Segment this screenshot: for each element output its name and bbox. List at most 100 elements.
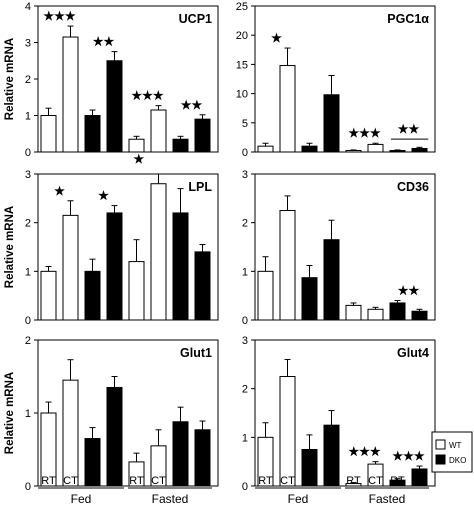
y-tick-label: 0 bbox=[25, 481, 31, 493]
y-tick-label: 25 bbox=[236, 1, 248, 13]
y-tick-label: 2 bbox=[25, 74, 31, 86]
panel-glut4: 0 1 2 3 Glut4 ★★★ ★★★ bbox=[242, 335, 436, 493]
significance-stars: ★★★ bbox=[348, 445, 381, 459]
group-label-fed: Fed bbox=[288, 492, 309, 506]
panel-title: PGC1α bbox=[387, 12, 429, 26]
y-tick-label: 2 bbox=[25, 218, 31, 230]
bar bbox=[128, 138, 145, 153]
bar bbox=[62, 36, 79, 153]
bar bbox=[257, 270, 274, 321]
panel-title: UCP1 bbox=[179, 12, 212, 26]
panel-lpl: 0 1 2 3 Relative mRNA LPL ★ ★ ★ bbox=[4, 152, 219, 327]
xcat-label: CT bbox=[63, 475, 78, 487]
bar bbox=[84, 115, 101, 153]
group-label-fasted: Fasted bbox=[369, 492, 406, 506]
panel-title: CD36 bbox=[397, 180, 429, 194]
y-tick-label: 3 bbox=[242, 169, 248, 181]
bar bbox=[172, 212, 189, 321]
xcat-label: CT bbox=[280, 475, 295, 487]
y-tick-label: 0 bbox=[242, 315, 248, 327]
y-axis-label: Relative mRNA bbox=[4, 206, 16, 288]
panel-glut1: 0 1 2 Relative mRNA Glut1 bbox=[4, 335, 219, 493]
group-label-fed: Fed bbox=[71, 492, 92, 506]
y-tick-label: 1 bbox=[242, 266, 248, 278]
bar bbox=[323, 239, 340, 321]
bar bbox=[106, 386, 123, 487]
y-tick-label: 3 bbox=[242, 335, 248, 347]
significance-stars: ★★★ bbox=[131, 89, 164, 103]
bar bbox=[345, 304, 362, 321]
bar bbox=[150, 183, 167, 321]
bar bbox=[150, 109, 167, 153]
xcat-label: CT bbox=[107, 475, 122, 487]
y-tick-label: 0 bbox=[25, 147, 31, 159]
xcat-label: RT bbox=[41, 475, 56, 487]
bar bbox=[40, 115, 57, 153]
xcat-label: CT bbox=[151, 475, 166, 487]
significance-stars: ★★★ bbox=[348, 126, 381, 140]
y-tick-label: 2 bbox=[25, 335, 31, 347]
xcat-label: RT bbox=[390, 475, 405, 487]
significance-stars: ★★ bbox=[93, 35, 115, 49]
y-axis-label: Relative mRNA bbox=[4, 38, 16, 120]
significance-stars: ★ bbox=[271, 31, 282, 45]
bar bbox=[106, 212, 123, 321]
bar bbox=[367, 308, 384, 321]
y-tick-label: 1 bbox=[25, 408, 31, 420]
bar bbox=[279, 210, 296, 321]
bar bbox=[194, 251, 211, 321]
xcat-label: RT bbox=[302, 475, 317, 487]
bar bbox=[257, 145, 274, 153]
legend-box bbox=[431, 431, 473, 473]
y-tick-label: 3 bbox=[25, 38, 31, 50]
y-tick-label: 3 bbox=[25, 169, 31, 181]
xcat-label: RT bbox=[129, 475, 144, 487]
bar bbox=[367, 143, 384, 153]
plot-frame bbox=[254, 339, 436, 487]
bar bbox=[345, 150, 362, 153]
bar bbox=[411, 147, 428, 153]
bar bbox=[62, 214, 79, 321]
bar bbox=[128, 261, 145, 321]
group-label-fasted: Fasted bbox=[152, 492, 189, 506]
bar bbox=[84, 270, 101, 321]
y-tick-label: 5 bbox=[242, 118, 248, 130]
y-tick-label: 1 bbox=[25, 111, 31, 123]
legend-label-wt: WT bbox=[449, 441, 462, 450]
y-tick-label: 10 bbox=[236, 89, 248, 101]
y-tick-label: 15 bbox=[236, 59, 248, 71]
legend-swatch-wt bbox=[435, 439, 446, 450]
bar bbox=[323, 94, 340, 153]
xcat-label: RT bbox=[173, 475, 188, 487]
significance-stars: ★★ bbox=[181, 98, 203, 112]
plot-frame bbox=[37, 173, 219, 321]
bar bbox=[40, 270, 57, 321]
bar bbox=[301, 277, 318, 321]
bar bbox=[279, 65, 296, 153]
xcat-label: CT bbox=[324, 475, 339, 487]
legend: WT DKO bbox=[431, 431, 473, 473]
significance-stars: ★★ bbox=[398, 122, 420, 136]
bar bbox=[411, 310, 428, 321]
bar bbox=[172, 138, 189, 153]
bar bbox=[389, 150, 406, 153]
panel-cd36: 0 1 2 3 CD36 ★★ bbox=[242, 169, 436, 327]
significance-stars: ★★★ bbox=[392, 449, 425, 463]
legend-swatch-dko bbox=[435, 454, 446, 465]
bar bbox=[389, 302, 406, 321]
y-tick-label: 2 bbox=[242, 218, 248, 230]
bar bbox=[106, 60, 123, 153]
significance-stars: ★★★ bbox=[43, 9, 76, 23]
xcat-label: RT bbox=[258, 475, 273, 487]
panel-title: Glut4 bbox=[397, 346, 429, 360]
panel-title: Glut1 bbox=[180, 346, 212, 360]
xcat-label: RT bbox=[85, 475, 100, 487]
xcat-label: CT bbox=[412, 475, 427, 487]
plot-frame bbox=[254, 173, 436, 321]
significance-stars: ★ bbox=[54, 184, 65, 198]
y-tick-label: 0 bbox=[242, 147, 248, 159]
